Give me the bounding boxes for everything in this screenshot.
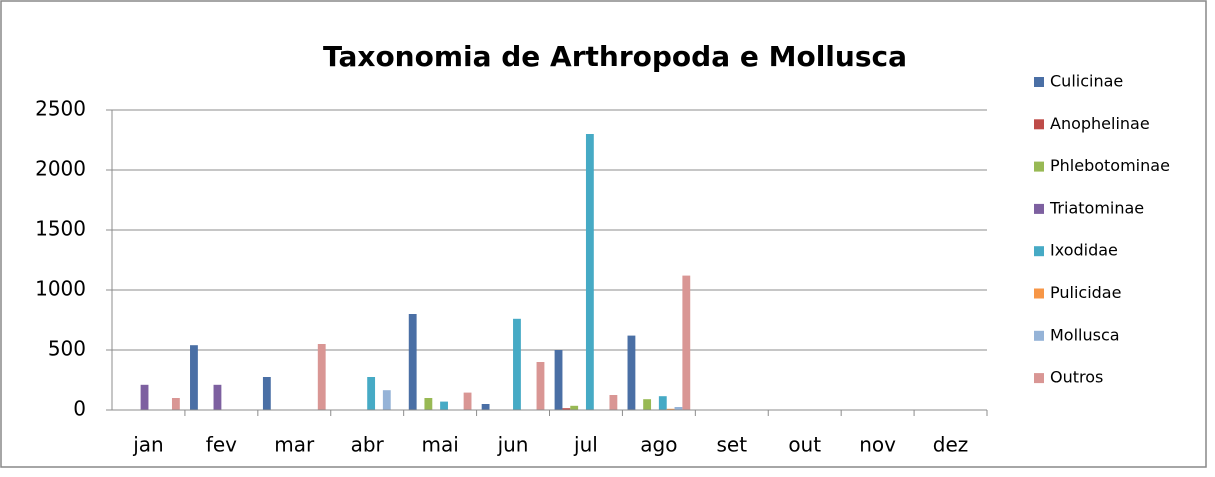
y-tick-label: 2500 xyxy=(35,97,86,121)
bar xyxy=(627,335,636,410)
legend-label: Pulicidae xyxy=(1050,283,1121,302)
bar xyxy=(424,398,433,410)
bar xyxy=(674,407,683,410)
legend-label: Ixodidae xyxy=(1050,241,1118,260)
x-tick-label: dez xyxy=(933,433,969,457)
legend-swatch xyxy=(1034,330,1044,341)
y-tick-label: 500 xyxy=(48,337,86,361)
bar xyxy=(536,362,545,410)
y-tick-label: 1000 xyxy=(35,277,86,301)
x-tick-label: mar xyxy=(274,433,315,457)
bar xyxy=(171,398,180,410)
bar xyxy=(585,134,594,410)
x-tick-label: jul xyxy=(573,433,598,457)
y-tick-label: 2000 xyxy=(35,157,86,181)
x-tick-label: jan xyxy=(132,433,164,457)
bar xyxy=(382,390,391,410)
legend-swatch xyxy=(1034,288,1044,299)
x-tick-label: fev xyxy=(206,433,237,457)
bar xyxy=(140,384,149,410)
bar xyxy=(682,275,691,410)
x-tick-label: set xyxy=(717,433,748,457)
legend-swatch xyxy=(1034,373,1044,384)
y-tick-label: 0 xyxy=(73,397,86,421)
chart-title: Taxonomia de Arthropoda e Mollusca xyxy=(323,40,907,73)
bar xyxy=(440,401,448,410)
bar xyxy=(190,345,198,410)
legend-label: Anophelinae xyxy=(1050,114,1150,133)
x-tick-label: abr xyxy=(351,433,385,457)
legend-label: Triatominae xyxy=(1049,198,1144,217)
bar xyxy=(463,392,472,410)
legend-swatch xyxy=(1034,246,1044,257)
bar xyxy=(408,314,417,410)
x-tick-label: out xyxy=(788,433,821,457)
legend-label: Mollusca xyxy=(1050,325,1120,344)
bar xyxy=(562,408,571,410)
bar xyxy=(666,408,675,410)
legend-swatch xyxy=(1034,77,1044,87)
legend-label: Outros xyxy=(1050,368,1103,387)
bar xyxy=(262,377,271,410)
x-tick-label: mai xyxy=(421,433,458,457)
x-tick-label: nov xyxy=(859,433,896,457)
bar xyxy=(570,405,579,410)
y-tick-label: 1500 xyxy=(35,217,86,241)
bar xyxy=(213,384,222,410)
bar xyxy=(317,344,326,410)
bar xyxy=(481,404,490,410)
chart-frame xyxy=(0,0,1207,468)
legend-swatch xyxy=(1034,203,1044,214)
legend-swatch xyxy=(1034,161,1044,172)
bar xyxy=(513,318,521,410)
x-tick-label: ago xyxy=(640,433,677,457)
x-tick-label: jun xyxy=(497,433,529,457)
legend-label: Culicinae xyxy=(1050,72,1123,91)
bar xyxy=(609,395,618,410)
legend-label: Phlebotominae xyxy=(1050,156,1170,175)
bar xyxy=(554,350,563,410)
bar xyxy=(658,396,667,410)
legend-swatch xyxy=(1034,119,1044,130)
bar xyxy=(367,377,376,410)
bar xyxy=(643,399,652,410)
